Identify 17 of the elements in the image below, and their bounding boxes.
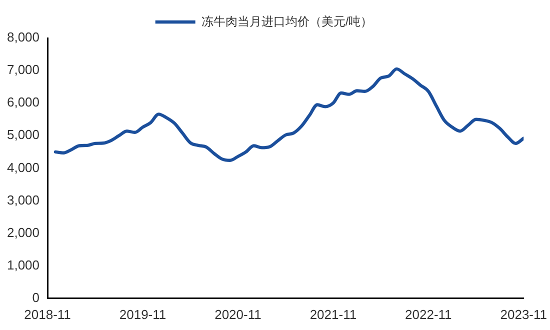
y-tick-label: 8,000 <box>6 30 40 45</box>
x-tick-label: 2020-11 <box>214 306 262 322</box>
x-tick-label: 2023-11 <box>500 306 548 322</box>
x-tick-label: 2021-11 <box>310 306 357 322</box>
y-tick-label: 3,000 <box>6 192 40 208</box>
y-tick-label: 4,000 <box>6 160 40 175</box>
y-tick-label: 7,000 <box>6 62 40 78</box>
line-series <box>54 67 524 162</box>
x-tick-label: 2018-11 <box>24 306 71 322</box>
x-tick-label: 2019-11 <box>119 306 166 322</box>
y-tick-label: 6,000 <box>6 94 40 110</box>
y-tick-label: 5,000 <box>6 127 40 142</box>
y-tick-label: 2,000 <box>6 224 40 240</box>
legend-label: 冻牛肉当月进口均价（美元/吨） <box>201 14 373 28</box>
y-tick-label: 1,000 <box>6 257 40 272</box>
x-tick-label: 2022-11 <box>405 306 452 322</box>
y-tick-label: 0 <box>32 290 40 305</box>
